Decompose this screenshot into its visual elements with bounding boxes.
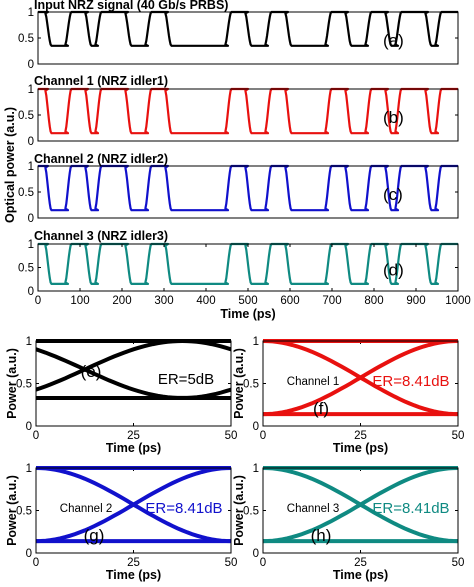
xtick-label-d: 700 bbox=[322, 295, 341, 307]
channel-label-g: Channel 2 bbox=[60, 503, 112, 515]
panel-tag-e: (e) bbox=[81, 362, 102, 381]
eye-fall-e bbox=[36, 347, 183, 400]
waveform-a bbox=[38, 10, 458, 47]
panel-title-a: Input NRZ signal (40 Gb/s PRBS) bbox=[34, 0, 228, 12]
plot-frame-top-e bbox=[35, 340, 232, 427]
ytick-label-f: 1 bbox=[253, 336, 259, 348]
eye-rise-h bbox=[457, 539, 458, 542]
ytick-label-a: 0 bbox=[28, 59, 34, 71]
xtick-label-d: 0 bbox=[35, 295, 41, 307]
ytick-label-a: 1 bbox=[28, 7, 34, 19]
ytick-label-b: 0 bbox=[28, 136, 34, 148]
ytick-label-d: 0 bbox=[28, 286, 34, 298]
ylabel-g: Power (a.u.) bbox=[5, 475, 19, 546]
eye-fall-g bbox=[36, 466, 231, 544]
xlabel-d: Time (ps) bbox=[220, 307, 275, 321]
xtick-label-e: 50 bbox=[225, 430, 238, 442]
optical-power-ylabel: Optical power (a.u.) bbox=[3, 107, 17, 223]
ytick-label-c: 0 bbox=[28, 213, 34, 225]
ytick-label-e: 1 bbox=[26, 336, 32, 348]
ytick-label-c: 1 bbox=[28, 161, 34, 173]
ytick-label-e: 0 bbox=[26, 421, 32, 433]
xlabel-h: Time (ps) bbox=[333, 568, 388, 582]
xtick-label-d: 300 bbox=[154, 295, 173, 307]
ytick-label-b: 0.5 bbox=[18, 110, 34, 122]
xtick-label-d: 100 bbox=[70, 295, 89, 307]
ytick-label-g: 0 bbox=[26, 548, 32, 560]
xlabel-g: Time (ps) bbox=[106, 568, 161, 582]
xtick-label-g: 0 bbox=[33, 557, 39, 569]
xtick-label-f: 50 bbox=[452, 430, 465, 442]
eye-rise-e bbox=[182, 387, 231, 400]
xlabel-f: Time (ps) bbox=[333, 441, 388, 455]
plot-frame-top-h bbox=[262, 467, 459, 554]
xtick-label-e: 0 bbox=[33, 430, 39, 442]
ytick-label-f: 0.5 bbox=[243, 379, 259, 391]
xtick-label-f: 25 bbox=[354, 430, 367, 442]
ytick-label-f: 0 bbox=[253, 421, 259, 433]
ytick-label-d: 0.5 bbox=[18, 263, 34, 275]
xtick-label-d: 900 bbox=[406, 295, 425, 307]
xtick-label-f: 0 bbox=[260, 430, 266, 442]
ytick-label-e: 0.5 bbox=[16, 379, 32, 391]
ytick-label-h: 0.5 bbox=[243, 506, 259, 518]
xtick-label-d: 800 bbox=[364, 295, 383, 307]
xtick-label-d: 600 bbox=[280, 295, 299, 307]
panel-title-d: Channel 3 (NRZ idler3) bbox=[34, 229, 168, 243]
panel-tag-c: (c) bbox=[383, 185, 403, 204]
eye-fall-f bbox=[263, 339, 458, 417]
ytick-label-g: 0.5 bbox=[16, 506, 32, 518]
xtick-label-h: 25 bbox=[354, 557, 367, 569]
ytick-label-h: 0 bbox=[253, 548, 259, 560]
xtick-label-g: 25 bbox=[127, 557, 140, 569]
ytick-label-d: 1 bbox=[28, 239, 34, 251]
ytick-label-c: 0.5 bbox=[18, 187, 34, 199]
xtick-label-h: 0 bbox=[260, 557, 266, 569]
panel-title-b: Channel 1 (NRZ idler1) bbox=[34, 74, 168, 88]
er-label-f: ER=8.41dB bbox=[372, 373, 449, 390]
ytick-label-h: 1 bbox=[253, 463, 259, 475]
xtick-label-h: 50 bbox=[452, 557, 465, 569]
xtick-label-d: 500 bbox=[238, 295, 257, 307]
er-label-g: ER=8.41dB bbox=[145, 500, 222, 517]
panel-tag-d: (d) bbox=[383, 261, 404, 280]
xtick-label-d: 400 bbox=[196, 295, 215, 307]
eye-fall-f bbox=[457, 341, 458, 344]
xtick-label-d: 1000 bbox=[445, 295, 471, 307]
eye-fall-e bbox=[182, 339, 231, 352]
eye-fall-h bbox=[457, 468, 458, 471]
waveform-d bbox=[38, 242, 458, 285]
ylabel-f: Power (a.u.) bbox=[232, 348, 246, 419]
eye-fall-h bbox=[263, 466, 458, 544]
ytick-label-b: 1 bbox=[28, 84, 34, 96]
waveform-b bbox=[38, 87, 458, 135]
plot-frame-top-g bbox=[35, 467, 232, 554]
waveform-c bbox=[38, 164, 458, 212]
xtick-label-e: 25 bbox=[127, 430, 140, 442]
ytick-label-g: 1 bbox=[26, 463, 32, 475]
eye-rise-f bbox=[457, 412, 458, 415]
panel-tag-f: (f) bbox=[313, 399, 329, 418]
ytick-label-a: 0.5 bbox=[18, 33, 34, 45]
panel-tag-b: (b) bbox=[383, 108, 404, 127]
panel-tag-g: (g) bbox=[84, 526, 105, 545]
xtick-label-d: 200 bbox=[112, 295, 131, 307]
channel-label-h: Channel 3 bbox=[287, 503, 339, 515]
plot-frame-top-f bbox=[262, 340, 459, 427]
er-label-e: ER=5dB bbox=[158, 371, 214, 388]
panel-tag-a: (a) bbox=[383, 31, 404, 50]
xtick-label-g: 50 bbox=[225, 557, 238, 569]
xlabel-e: Time (ps) bbox=[106, 441, 161, 455]
ylabel-h: Power (a.u.) bbox=[232, 475, 246, 546]
panel-title-c: Channel 2 (NRZ idler2) bbox=[34, 152, 168, 166]
ylabel-e: Power (a.u.) bbox=[5, 348, 19, 419]
channel-label-f: Channel 1 bbox=[287, 376, 339, 388]
panel-tag-h: (h) bbox=[311, 526, 332, 545]
er-label-h: ER=8.41dB bbox=[372, 500, 449, 517]
